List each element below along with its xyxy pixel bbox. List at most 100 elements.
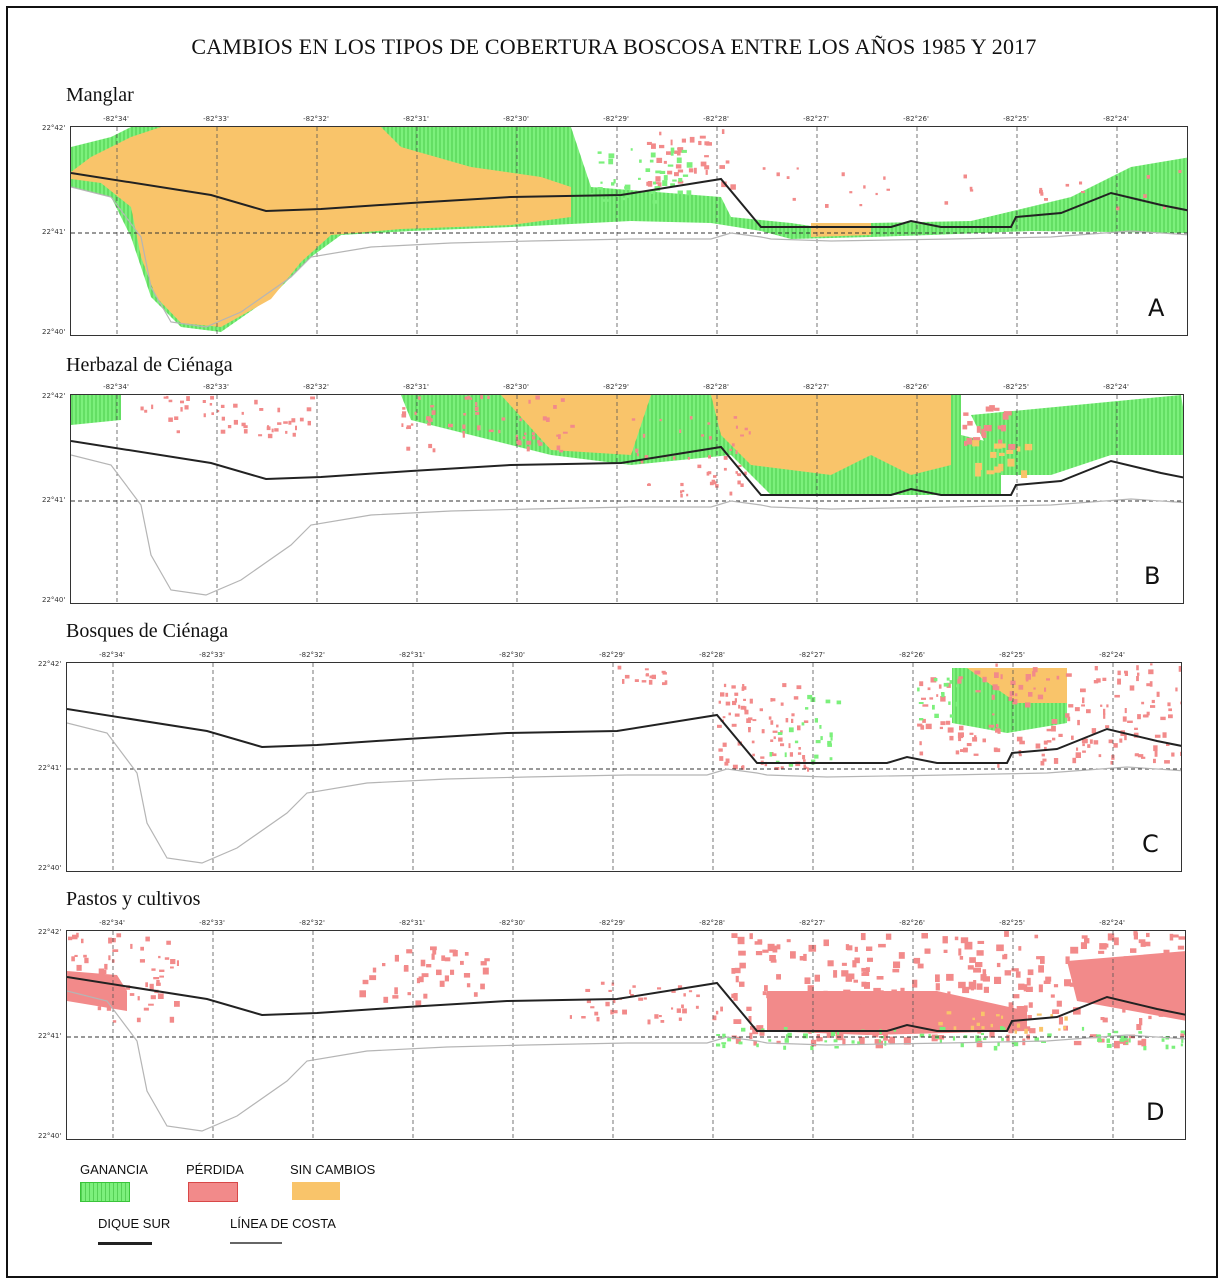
- latitude-tick-label: 22°41': [38, 1032, 62, 1040]
- loss-patches: [631, 416, 751, 498]
- coastline: [71, 186, 1187, 328]
- no-change-patches: [938, 1011, 1068, 1034]
- no-change-area: [711, 395, 951, 475]
- graticule: [67, 931, 1185, 1139]
- longitude-tick-label: -82°26': [899, 651, 925, 659]
- longitude-tick-label: -82°34': [103, 115, 129, 123]
- panel-letter: B: [1144, 562, 1161, 590]
- longitude-tick-label: -82°27': [799, 651, 825, 659]
- loss-patches: [762, 167, 1182, 211]
- panel-title-b: Herbazal de Ciénaga: [66, 354, 233, 376]
- coastline: [67, 990, 1185, 1132]
- panel-title-a: Manglar: [66, 84, 134, 106]
- no-change-area: [501, 395, 651, 455]
- longitude-tick-label: -82°32': [299, 651, 325, 659]
- longitude-tick-label: -82°33': [199, 919, 225, 927]
- legend-loss-label: PÉRDIDA: [186, 1162, 244, 1177]
- longitude-tick-label: -82°31': [403, 115, 429, 123]
- map-panel-herbazal: [70, 394, 1184, 604]
- no-change-area: [71, 127, 571, 327]
- legend-dike-label: DIQUE SUR: [98, 1216, 171, 1231]
- loss-patches: [359, 946, 490, 1007]
- south-dike: [67, 708, 1181, 764]
- longitude-tick-label: -82°31': [403, 383, 429, 391]
- latitude-tick-label: 22°42': [38, 928, 62, 936]
- latitude-tick-label: 22°40': [38, 1132, 62, 1140]
- loss-patches: [917, 663, 1181, 768]
- latitude-tick-label: 22°41': [42, 228, 66, 236]
- map-canvas: [71, 395, 1183, 603]
- longitude-tick-label: -82°32': [303, 383, 329, 391]
- longitude-tick-label: -82°29': [599, 651, 625, 659]
- panel-letter: A: [1148, 294, 1165, 322]
- longitude-tick-label: -82°30': [499, 919, 525, 927]
- longitude-tick-label: -82°34': [99, 919, 125, 927]
- map-panel-pastos: [66, 930, 1186, 1140]
- longitude-tick-label: -82°34': [103, 383, 129, 391]
- latitude-tick-label: 22°41': [38, 764, 62, 772]
- longitude-tick-label: -82°26': [899, 919, 925, 927]
- latitude-tick-label: 22°40': [42, 596, 66, 604]
- graticule: [71, 127, 1187, 335]
- longitude-tick-label: -82°26': [903, 115, 929, 123]
- coastline: [67, 722, 1181, 864]
- legend-nochange-label: SIN CAMBIOS: [290, 1162, 376, 1177]
- longitude-tick-label: -82°32': [299, 919, 325, 927]
- longitude-tick-label: -82°28': [703, 383, 729, 391]
- loss-patches: [717, 683, 810, 772]
- gain-patches: [591, 147, 693, 204]
- loss-patches: [962, 405, 1016, 450]
- loss-patches: [569, 981, 723, 1025]
- longitude-tick-label: -82°27': [803, 383, 829, 391]
- figure-title: CAMBIOS EN LOS TIPOS DE COBERTURA BOSCOS…: [191, 34, 1037, 59]
- south-dike: [67, 976, 1185, 1032]
- longitude-tick-label: -82°24': [1099, 919, 1125, 927]
- longitude-tick-label: -82°33': [203, 383, 229, 391]
- longitude-tick-label: -82°24': [1103, 115, 1129, 123]
- longitude-tick-label: -82°29': [599, 919, 625, 927]
- loss-area: [1067, 951, 1185, 1021]
- longitude-tick-label: -82°31': [399, 919, 425, 927]
- longitude-tick-label: -82°34': [99, 651, 125, 659]
- panel-letter: C: [1142, 830, 1159, 858]
- longitude-tick-label: -82°30': [499, 651, 525, 659]
- longitude-tick-label: -82°32': [303, 115, 329, 123]
- map-canvas: [67, 663, 1181, 871]
- gain-patches: [917, 677, 960, 721]
- longitude-tick-label: -82°30': [503, 383, 529, 391]
- loss-area: [67, 971, 127, 1011]
- longitude-tick-label: -82°28': [699, 651, 725, 659]
- legend-nochange-swatch: [292, 1182, 340, 1200]
- longitude-tick-label: -82°26': [903, 383, 929, 391]
- gain-area: [971, 395, 1183, 475]
- graticule: [67, 663, 1181, 871]
- latitude-tick-label: 22°40': [38, 864, 62, 872]
- coastline: [71, 454, 1183, 596]
- panel-title-c: Bosques de Ciénaga: [66, 620, 229, 642]
- legend-gain-label: GANANCIA: [80, 1162, 148, 1177]
- longitude-tick-label: -82°25': [999, 651, 1025, 659]
- latitude-tick-label: 22°42': [42, 124, 66, 132]
- loss-patches: [646, 129, 736, 190]
- longitude-tick-label: -82°25': [999, 919, 1025, 927]
- longitude-tick-label: -82°33': [203, 115, 229, 123]
- legend-loss-swatch: [188, 1182, 238, 1202]
- no-change-area: [967, 668, 1067, 703]
- latitude-tick-label: 22°41': [42, 496, 66, 504]
- legend-dike-line: [98, 1242, 152, 1245]
- map-panel-bosques: [66, 662, 1182, 872]
- gain-area: [71, 395, 121, 425]
- no-change-patches: [972, 440, 1033, 478]
- south-dike: [71, 440, 1183, 496]
- longitude-tick-label: -82°24': [1103, 383, 1129, 391]
- longitude-tick-label: -82°25': [1003, 115, 1029, 123]
- map-panel-manglar: [70, 126, 1188, 336]
- no-change-area: [811, 223, 871, 237]
- longitude-tick-label: -82°25': [1003, 383, 1029, 391]
- latitude-tick-label: 22°40': [42, 328, 66, 336]
- latitude-tick-label: 22°42': [42, 392, 66, 400]
- map-canvas: [71, 127, 1187, 335]
- longitude-tick-label: -82°30': [503, 115, 529, 123]
- loss-patches: [617, 665, 668, 686]
- map-canvas: [67, 931, 1185, 1139]
